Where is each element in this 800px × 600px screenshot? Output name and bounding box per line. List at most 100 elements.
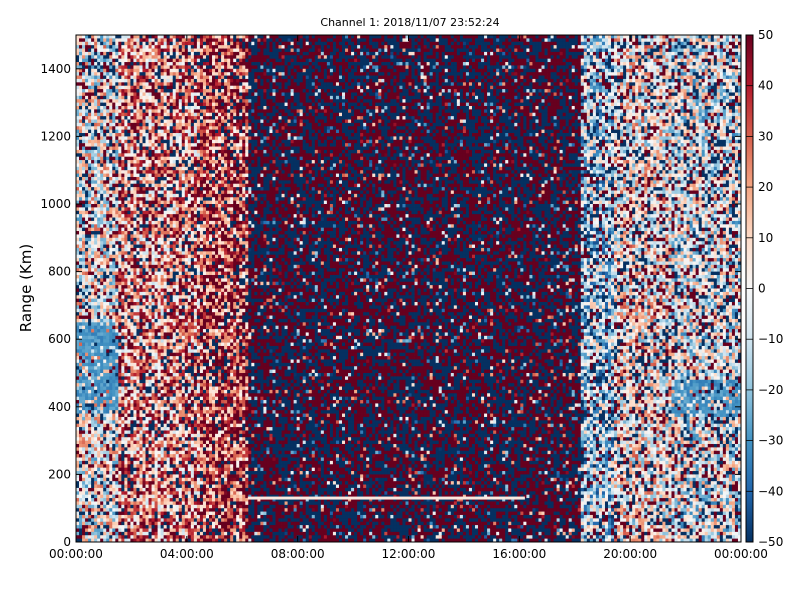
heatmap-cell	[118, 515, 121, 519]
heatmap-cell	[76, 305, 79, 309]
heatmap-cell	[112, 444, 115, 448]
heatmap-cell	[85, 231, 88, 235]
heatmap-cell	[91, 150, 94, 154]
heatmap-cell	[139, 434, 142, 438]
heatmap-cell	[130, 346, 133, 350]
heatmap-cell	[149, 130, 152, 134]
heatmap-cell	[94, 359, 97, 363]
heatmap-cell	[94, 400, 97, 404]
heatmap-cell	[112, 99, 115, 103]
heatmap-cell	[155, 481, 158, 485]
heatmap-cell	[173, 272, 176, 276]
heatmap-cell	[167, 160, 170, 164]
heatmap-cell	[161, 393, 164, 397]
heatmap-cell	[82, 190, 85, 194]
heatmap-cell	[76, 407, 79, 411]
heatmap-cell	[76, 434, 79, 438]
heatmap-cell	[164, 153, 167, 157]
heatmap-cell	[118, 76, 121, 80]
heatmap-cell	[146, 528, 149, 532]
heatmap-cell	[146, 147, 149, 151]
heatmap-cell	[167, 218, 170, 222]
heatmap-cell	[121, 302, 124, 306]
heatmap-cell	[158, 370, 161, 374]
heatmap-cell	[97, 468, 100, 472]
heatmap-cell	[82, 153, 85, 157]
heatmap-cell	[143, 535, 146, 539]
heatmap-cell	[173, 177, 176, 181]
heatmap-plot-area	[76, 35, 741, 542]
heatmap-cell	[139, 464, 142, 468]
heatmap-cell	[76, 248, 79, 252]
heatmap-cell	[103, 528, 106, 532]
heatmap-cell	[161, 332, 164, 336]
heatmap-cell	[127, 207, 130, 211]
heatmap-cell	[94, 82, 97, 86]
heatmap-cell	[106, 356, 109, 360]
heatmap-cell	[127, 468, 130, 472]
heatmap-cell	[112, 518, 115, 522]
heatmap-cell	[109, 228, 112, 232]
heatmap-cell	[146, 495, 149, 499]
heatmap-cell	[139, 471, 142, 475]
heatmap-cell	[118, 241, 121, 245]
heatmap-cell	[164, 471, 167, 475]
heatmap-cell	[76, 393, 79, 397]
heatmap-cell	[103, 403, 106, 407]
heatmap-cell	[79, 272, 82, 276]
heatmap-cell	[130, 363, 133, 367]
heatmap-cell	[161, 495, 164, 499]
heatmap-cell	[103, 177, 106, 181]
heatmap-cell	[91, 123, 94, 127]
heatmap-cell	[139, 336, 142, 340]
heatmap-cell	[91, 319, 94, 323]
heatmap-cell	[79, 79, 82, 83]
heatmap-cell	[106, 522, 109, 526]
heatmap-cell	[161, 130, 164, 134]
heatmap-cell	[170, 495, 173, 499]
heatmap-cell	[118, 532, 121, 536]
heatmap-cell	[76, 120, 79, 124]
heatmap-cell	[82, 444, 85, 448]
heatmap-cell	[85, 163, 88, 167]
heatmap-cell	[76, 211, 79, 215]
heatmap-cell	[155, 535, 158, 539]
heatmap-cell	[149, 474, 152, 478]
heatmap-cell	[161, 62, 164, 66]
heatmap-cell	[109, 177, 112, 181]
heatmap-cell	[121, 397, 124, 401]
heatmap-cell	[79, 59, 82, 63]
heatmap-cell	[76, 187, 79, 191]
heatmap-cell	[115, 356, 118, 360]
heatmap-cell	[130, 434, 133, 438]
heatmap-cell	[100, 96, 103, 100]
heatmap-cell	[152, 228, 155, 232]
heatmap-cell	[82, 123, 85, 127]
heatmap-cell	[124, 38, 127, 42]
heatmap-cell	[88, 180, 91, 184]
heatmap-cell	[130, 495, 133, 499]
heatmap-cell	[155, 153, 158, 157]
heatmap-cell	[88, 207, 91, 211]
heatmap-cell	[143, 441, 146, 445]
heatmap-cell	[118, 49, 121, 53]
heatmap-cell	[143, 248, 146, 252]
heatmap-cell	[88, 420, 91, 424]
heatmap-cell	[127, 167, 130, 171]
heatmap-cell	[124, 65, 127, 69]
heatmap-cell	[133, 505, 136, 509]
heatmap-cell	[82, 528, 85, 532]
heatmap-cell	[152, 62, 155, 66]
heatmap-cell	[85, 353, 88, 357]
heatmap-cell	[112, 136, 115, 140]
heatmap-cell	[106, 170, 109, 174]
heatmap-cell	[118, 35, 121, 39]
heatmap-cell	[170, 485, 173, 489]
heatmap-cell	[109, 194, 112, 198]
heatmap-cell	[173, 180, 176, 184]
heatmap-cell	[115, 167, 118, 171]
heatmap-cell	[85, 380, 88, 384]
heatmap-cell	[94, 501, 97, 505]
heatmap-cell	[164, 55, 167, 59]
heatmap-cell	[164, 103, 167, 107]
